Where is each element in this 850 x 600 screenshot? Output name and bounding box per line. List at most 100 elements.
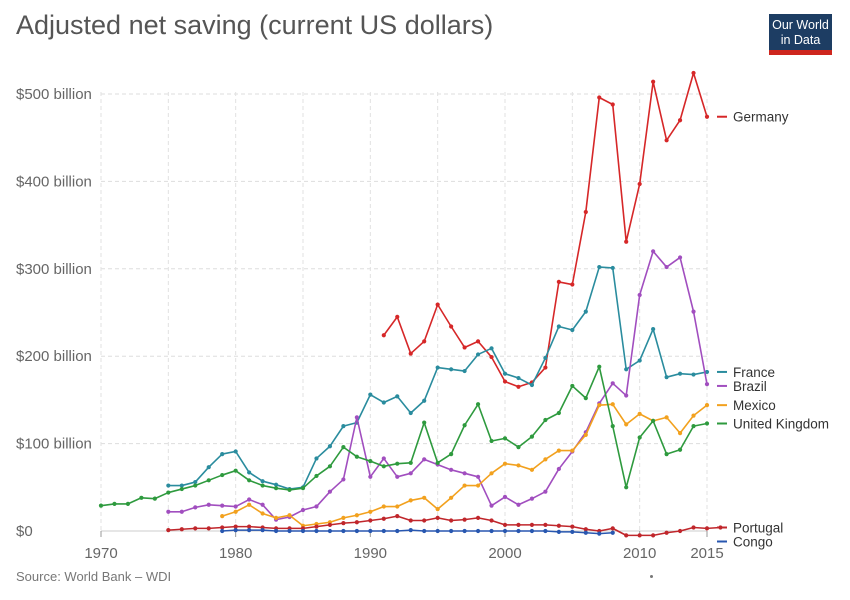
- data-point[interactable]: [125, 501, 131, 507]
- data-point[interactable]: [597, 403, 602, 408]
- data-point[interactable]: [651, 249, 656, 254]
- data-point[interactable]: [691, 372, 696, 377]
- data-point[interactable]: [422, 528, 427, 534]
- legend-item-mexico[interactable]: Mexico: [717, 398, 776, 413]
- data-point[interactable]: [166, 483, 171, 488]
- data-point[interactable]: [435, 460, 440, 465]
- data-point[interactable]: [395, 474, 400, 479]
- data-point[interactable]: [273, 482, 279, 487]
- data-point[interactable]: [677, 528, 683, 534]
- data-point[interactable]: [354, 454, 359, 459]
- data-point[interactable]: [556, 279, 561, 285]
- data-point[interactable]: [449, 528, 454, 534]
- data-point[interactable]: [502, 371, 508, 376]
- data-point[interactable]: [624, 533, 629, 538]
- data-point[interactable]: [516, 384, 521, 389]
- data-point[interactable]: [327, 528, 333, 534]
- data-point[interactable]: [475, 515, 481, 520]
- data-point[interactable]: [462, 483, 467, 488]
- data-point[interactable]: [395, 314, 400, 319]
- data-point[interactable]: [206, 502, 211, 507]
- data-point[interactable]: [408, 460, 413, 465]
- data-point[interactable]: [583, 530, 588, 535]
- data-point[interactable]: [516, 522, 521, 527]
- data-point[interactable]: [637, 533, 642, 538]
- data-point[interactable]: [449, 495, 454, 500]
- data-point[interactable]: [327, 522, 333, 527]
- data-point[interactable]: [502, 379, 508, 384]
- data-point[interactable]: [462, 345, 467, 350]
- data-point[interactable]: [475, 352, 481, 357]
- data-point[interactable]: [677, 255, 683, 260]
- data-point[interactable]: [341, 424, 346, 429]
- data-point[interactable]: [98, 503, 104, 508]
- data-point[interactable]: [300, 507, 306, 513]
- data-point[interactable]: [556, 466, 561, 472]
- data-point[interactable]: [381, 464, 386, 469]
- data-point[interactable]: [260, 502, 265, 507]
- data-point[interactable]: [449, 367, 454, 372]
- data-point[interactable]: [314, 504, 319, 509]
- data-point[interactable]: [273, 528, 279, 534]
- data-point[interactable]: [570, 327, 575, 333]
- data-point[interactable]: [475, 402, 481, 407]
- data-point[interactable]: [435, 528, 440, 534]
- data-point[interactable]: [354, 415, 359, 420]
- data-point[interactable]: [664, 451, 669, 457]
- data-point[interactable]: [273, 515, 279, 520]
- data-point[interactable]: [556, 448, 561, 453]
- data-point[interactable]: [220, 451, 225, 457]
- data-point[interactable]: [327, 489, 333, 494]
- data-point[interactable]: [597, 264, 602, 270]
- data-point[interactable]: [220, 525, 225, 530]
- data-point[interactable]: [637, 411, 642, 416]
- data-point[interactable]: [233, 524, 238, 529]
- data-point[interactable]: [637, 358, 642, 363]
- data-point[interactable]: [287, 528, 292, 534]
- data-point[interactable]: [704, 421, 710, 426]
- data-point[interactable]: [220, 472, 225, 478]
- data-point[interactable]: [597, 364, 602, 369]
- data-point[interactable]: [139, 495, 144, 500]
- data-point[interactable]: [704, 369, 710, 375]
- data-point[interactable]: [435, 365, 440, 370]
- data-point[interactable]: [556, 324, 561, 329]
- data-point[interactable]: [449, 467, 454, 472]
- data-point[interactable]: [556, 523, 561, 528]
- data-point[interactable]: [610, 381, 615, 386]
- data-point[interactable]: [475, 528, 481, 534]
- series-line-germany[interactable]: [383, 72, 708, 388]
- data-point[interactable]: [260, 511, 265, 516]
- data-point[interactable]: [651, 327, 656, 332]
- data-point[interactable]: [637, 435, 642, 440]
- data-point[interactable]: [327, 444, 333, 449]
- data-point[interactable]: [220, 528, 225, 534]
- data-point[interactable]: [179, 483, 184, 488]
- data-point[interactable]: [489, 438, 494, 444]
- data-point[interactable]: [651, 533, 656, 538]
- data-point[interactable]: [651, 79, 656, 84]
- data-point[interactable]: [395, 504, 400, 509]
- data-point[interactable]: [529, 522, 535, 527]
- data-point[interactable]: [489, 518, 494, 523]
- legend-item-brazil[interactable]: Brazil: [717, 379, 767, 394]
- data-point[interactable]: [489, 471, 494, 476]
- data-point[interactable]: [381, 528, 386, 534]
- data-point[interactable]: [704, 526, 710, 531]
- legend-item-portugal[interactable]: Portugal: [717, 521, 783, 536]
- data-point[interactable]: [220, 503, 225, 508]
- data-point[interactable]: [543, 489, 548, 494]
- data-point[interactable]: [516, 444, 521, 450]
- data-point[interactable]: [408, 518, 413, 523]
- data-point[interactable]: [449, 324, 454, 329]
- data-point[interactable]: [179, 527, 184, 532]
- owid-logo[interactable]: Our World in Data: [769, 14, 832, 55]
- data-point[interactable]: [395, 514, 400, 519]
- data-point[interactable]: [247, 478, 252, 483]
- data-point[interactable]: [368, 392, 373, 397]
- data-point[interactable]: [516, 528, 521, 534]
- data-point[interactable]: [610, 265, 615, 271]
- data-point[interactable]: [489, 528, 494, 534]
- data-point[interactable]: [583, 309, 588, 314]
- data-point[interactable]: [610, 530, 615, 535]
